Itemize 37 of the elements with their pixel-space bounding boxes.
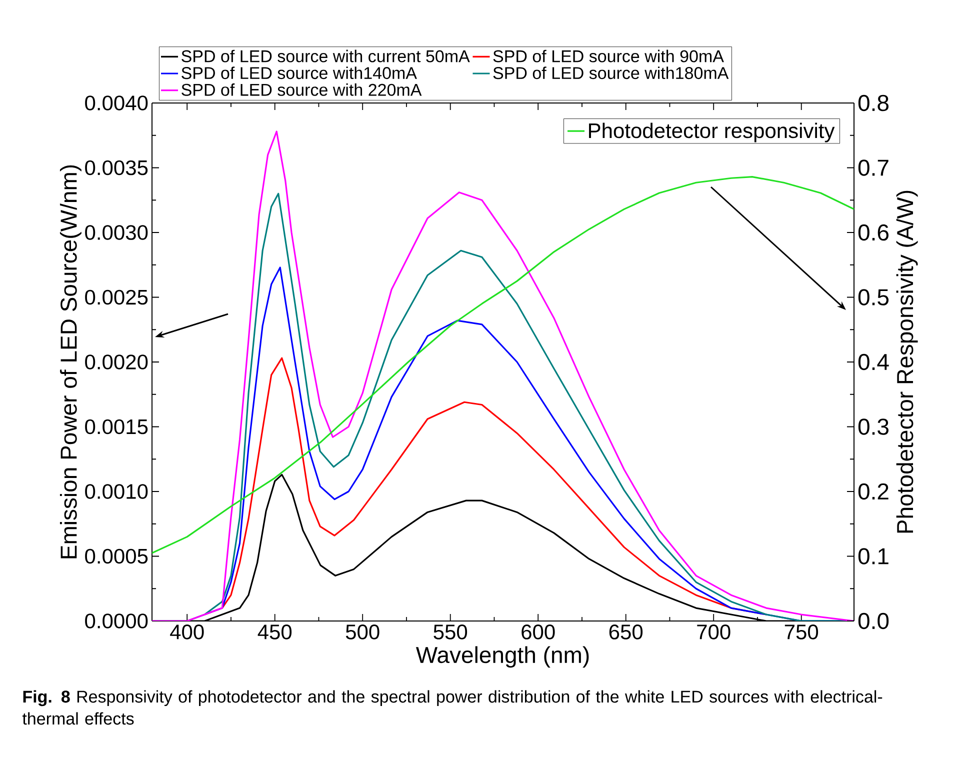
y-axis-title: Emission Power of LED Source(W/nm) (60, 165, 82, 558)
y-tick-label: 0.0035 (85, 160, 148, 176)
y-tick-label: 0.0025 (85, 290, 148, 305)
y-tick-label: 0.0030 (85, 225, 148, 240)
text: Fig. 8 Responsivity of photodetector and the spectral power distribution of the white LED sources with electrical-thermal effects (22, 690, 882, 725)
y2-tick-label: 0.6 (858, 224, 888, 241)
y2-tick-label: 0.4 (858, 354, 889, 370)
x-tick-label: 700 (697, 624, 730, 640)
x-tick-label: 600 (522, 624, 555, 640)
y2-tick-label: 0.0 (858, 612, 889, 630)
y-tick-label: 0.0015 (85, 419, 148, 434)
line-series (152, 176, 854, 554)
y2-tick-label: 0.7 (858, 160, 888, 176)
y-tick-label: 0.0005 (85, 548, 148, 564)
x-tick-label: 750 (784, 624, 818, 640)
y-tick-label: 0.0020 (85, 354, 148, 370)
legend-label: SPD of LED source with current 50mA (182, 50, 470, 62)
y-tick-label: 0.0040 (85, 96, 148, 110)
y-tick-label: 0.0000 (85, 614, 148, 628)
legend-label: SPD of LED source with180mA (493, 66, 729, 80)
x-tick-label: 400 (170, 624, 204, 640)
x-tick-label: 500 (346, 624, 380, 640)
legend-label: SPD of LED source with 220mA (182, 83, 422, 96)
x-tick-label: 650 (609, 624, 643, 640)
legend-label: SPD of LED source with140mA (182, 66, 417, 80)
y2-tick-label: 0.1 (858, 548, 888, 564)
y2-tick-label: 0.3 (858, 418, 888, 435)
legend-label: Photodetector responsivity (589, 122, 835, 142)
x-tick-label: 450 (258, 624, 292, 640)
y2-tick-label: 0.5 (858, 289, 889, 306)
legend-label: SPD of LED source with 90mA (493, 50, 724, 62)
x-tick-label: 550 (434, 624, 468, 640)
y2-tick-label: 0.2 (858, 483, 888, 500)
x-axis-title: Wavelength (nm) (416, 646, 589, 668)
y-tick-label: 0.0010 (85, 484, 148, 499)
y2-tick-label: 0.8 (858, 94, 889, 112)
y2-axis-title: Photodetector Responsivity (A/W) (896, 190, 918, 533)
